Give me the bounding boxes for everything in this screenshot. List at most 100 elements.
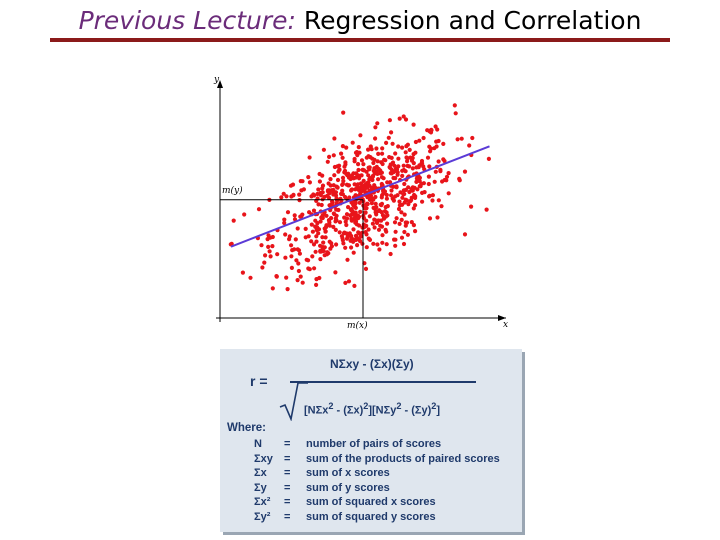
data-point — [366, 173, 371, 178]
data-point — [395, 172, 400, 177]
data-point — [470, 135, 475, 141]
data-point — [282, 217, 287, 222]
data-point — [459, 136, 464, 141]
data-point — [319, 202, 324, 208]
data-point — [388, 165, 393, 170]
data-point — [349, 245, 354, 250]
data-point — [400, 173, 405, 178]
data-point — [396, 144, 401, 149]
definition-text: sum of y scores — [306, 481, 390, 494]
data-point — [270, 244, 275, 249]
data-point — [401, 167, 406, 173]
data-point — [306, 234, 311, 239]
data-point — [295, 247, 300, 252]
data-point — [314, 234, 319, 239]
data-point — [357, 176, 362, 181]
data-point — [373, 201, 378, 206]
data-point — [369, 201, 374, 206]
data-point — [287, 234, 292, 239]
definition-text: sum of squared y scores — [306, 510, 436, 523]
data-point — [262, 260, 267, 265]
data-point — [362, 224, 367, 229]
data-point — [356, 214, 362, 219]
data-point — [356, 167, 361, 173]
data-point — [430, 198, 435, 203]
data-point — [333, 193, 339, 198]
data-point — [327, 223, 332, 228]
definition-row: Σx² = sum of squared x scores — [220, 495, 520, 510]
data-point — [310, 229, 315, 234]
data-point — [356, 145, 361, 150]
definition-row: Σy² = sum of squared y scores — [220, 510, 520, 525]
data-points — [228, 103, 491, 292]
data-point — [442, 158, 447, 164]
data-point — [338, 196, 343, 201]
definition-text: sum of the products of paired scores — [306, 452, 500, 465]
data-point — [376, 227, 382, 232]
data-point — [331, 153, 336, 158]
data-point — [296, 261, 301, 266]
data-point — [363, 230, 368, 235]
data-point — [407, 164, 412, 169]
data-point — [346, 205, 351, 210]
data-point — [389, 193, 394, 198]
data-point — [350, 209, 355, 214]
data-point — [314, 282, 319, 287]
data-point — [376, 151, 381, 156]
data-point — [344, 216, 350, 221]
data-point — [391, 175, 396, 181]
data-point — [420, 199, 425, 204]
data-point — [337, 230, 342, 235]
data-point — [336, 207, 341, 213]
data-point — [413, 203, 418, 208]
data-point — [425, 128, 430, 133]
data-point — [380, 233, 385, 238]
data-point — [363, 266, 369, 271]
title-prefix: Previous Lecture: — [78, 6, 296, 35]
data-point — [248, 275, 253, 280]
data-point — [318, 248, 323, 253]
data-point — [417, 179, 422, 184]
data-point — [344, 145, 349, 150]
data-point — [381, 216, 387, 221]
data-point — [315, 191, 320, 197]
data-point — [310, 254, 315, 259]
data-point — [283, 232, 288, 237]
data-point — [434, 144, 439, 149]
data-point — [332, 164, 337, 170]
data-point — [309, 194, 314, 199]
data-point — [383, 205, 388, 210]
data-point — [349, 200, 354, 205]
data-point — [329, 216, 334, 221]
data-point — [374, 205, 379, 210]
data-point — [397, 116, 402, 121]
data-point — [295, 278, 300, 283]
data-point — [339, 191, 344, 196]
data-point — [402, 181, 407, 187]
data-point — [366, 165, 371, 170]
data-point — [377, 247, 382, 252]
data-point — [327, 220, 332, 225]
data-point — [327, 154, 332, 159]
data-point — [414, 179, 419, 184]
data-point — [399, 210, 404, 215]
data-point — [285, 210, 291, 215]
data-point — [340, 188, 345, 193]
data-point — [328, 177, 333, 182]
mean-x-label: m(x) — [347, 320, 368, 331]
data-point — [409, 158, 415, 163]
data-point — [342, 170, 347, 175]
data-point — [439, 204, 444, 209]
data-point — [295, 226, 300, 231]
data-point — [266, 244, 271, 249]
data-point — [322, 245, 327, 250]
data-point — [284, 275, 289, 280]
data-point — [394, 167, 400, 172]
definition-symbol: Σx² — [254, 496, 271, 509]
data-point — [357, 237, 362, 242]
data-point — [402, 229, 407, 235]
data-point — [427, 164, 432, 169]
data-point — [343, 245, 348, 250]
data-point — [446, 171, 451, 176]
